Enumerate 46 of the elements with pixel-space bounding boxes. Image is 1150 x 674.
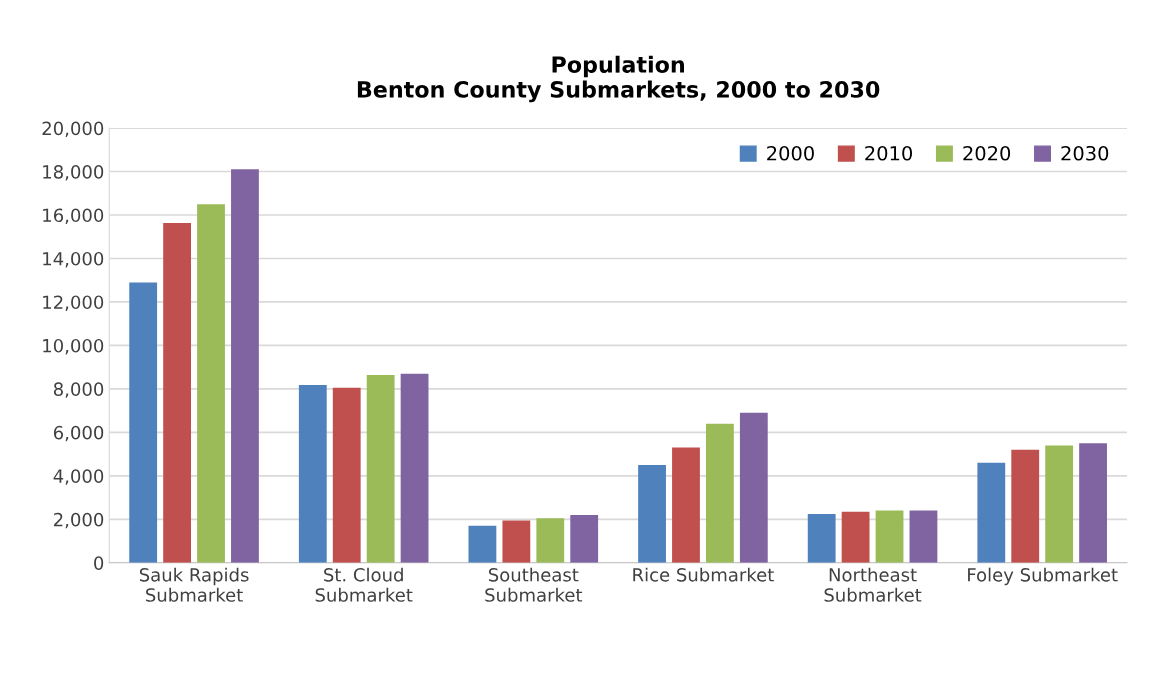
bar — [468, 525, 497, 563]
bar — [705, 423, 734, 563]
legend-label: 2020 — [963, 145, 1011, 161]
bar — [366, 374, 395, 563]
bar — [672, 447, 700, 563]
x-tick-label: Northeast Submarket — [824, 567, 922, 602]
y-tick-label: 8,000 — [53, 382, 104, 398]
bar — [807, 513, 836, 563]
y-tick-label: 12,000 — [43, 295, 104, 311]
bar — [909, 510, 938, 563]
x-tick-label: St. Cloud Submarket — [315, 567, 413, 602]
y-tick-label: 2,000 — [54, 512, 104, 529]
chart-title: Population Benton County Submarkets, 2000 to 2030 — [357, 55, 880, 103]
bar — [129, 282, 158, 563]
legend-label: 2000 — [767, 145, 814, 161]
bar — [1045, 445, 1074, 563]
legend-label: 2030 — [1061, 145, 1109, 161]
y-tick-label: 18,000 — [43, 164, 104, 181]
y-tick-label: 6,000 — [53, 425, 104, 442]
x-tick-label: Foley Submarket — [968, 567, 1118, 586]
bar — [841, 511, 870, 563]
bar — [739, 412, 768, 563]
bar — [163, 223, 192, 563]
y-tick-label: 10,000 — [43, 338, 104, 355]
legend-label: 2010 — [865, 145, 913, 161]
bar — [1079, 443, 1107, 563]
bar — [197, 204, 225, 563]
bar — [570, 514, 599, 563]
y-tick-label: 14,000 — [43, 251, 104, 268]
bar — [638, 464, 666, 563]
y-tick-label: 4,000 — [53, 469, 104, 485]
bar — [977, 462, 1006, 563]
bar — [332, 387, 361, 563]
bar — [502, 520, 531, 563]
bar — [231, 169, 259, 563]
y-tick-label: 20,000 — [42, 121, 104, 138]
y-tick-label: 16,000 — [43, 208, 104, 224]
x-tick-label: Rice Submarket — [633, 567, 774, 582]
bar — [400, 373, 429, 563]
bar — [298, 384, 327, 563]
bar — [536, 518, 565, 563]
y-tick-label: 0 — [94, 556, 104, 570]
bar — [1011, 449, 1040, 563]
x-tick-label: Southeast Submarket — [485, 567, 583, 602]
x-tick-label: Sauk Rapids Submarket — [139, 567, 249, 602]
bar — [875, 510, 904, 563]
